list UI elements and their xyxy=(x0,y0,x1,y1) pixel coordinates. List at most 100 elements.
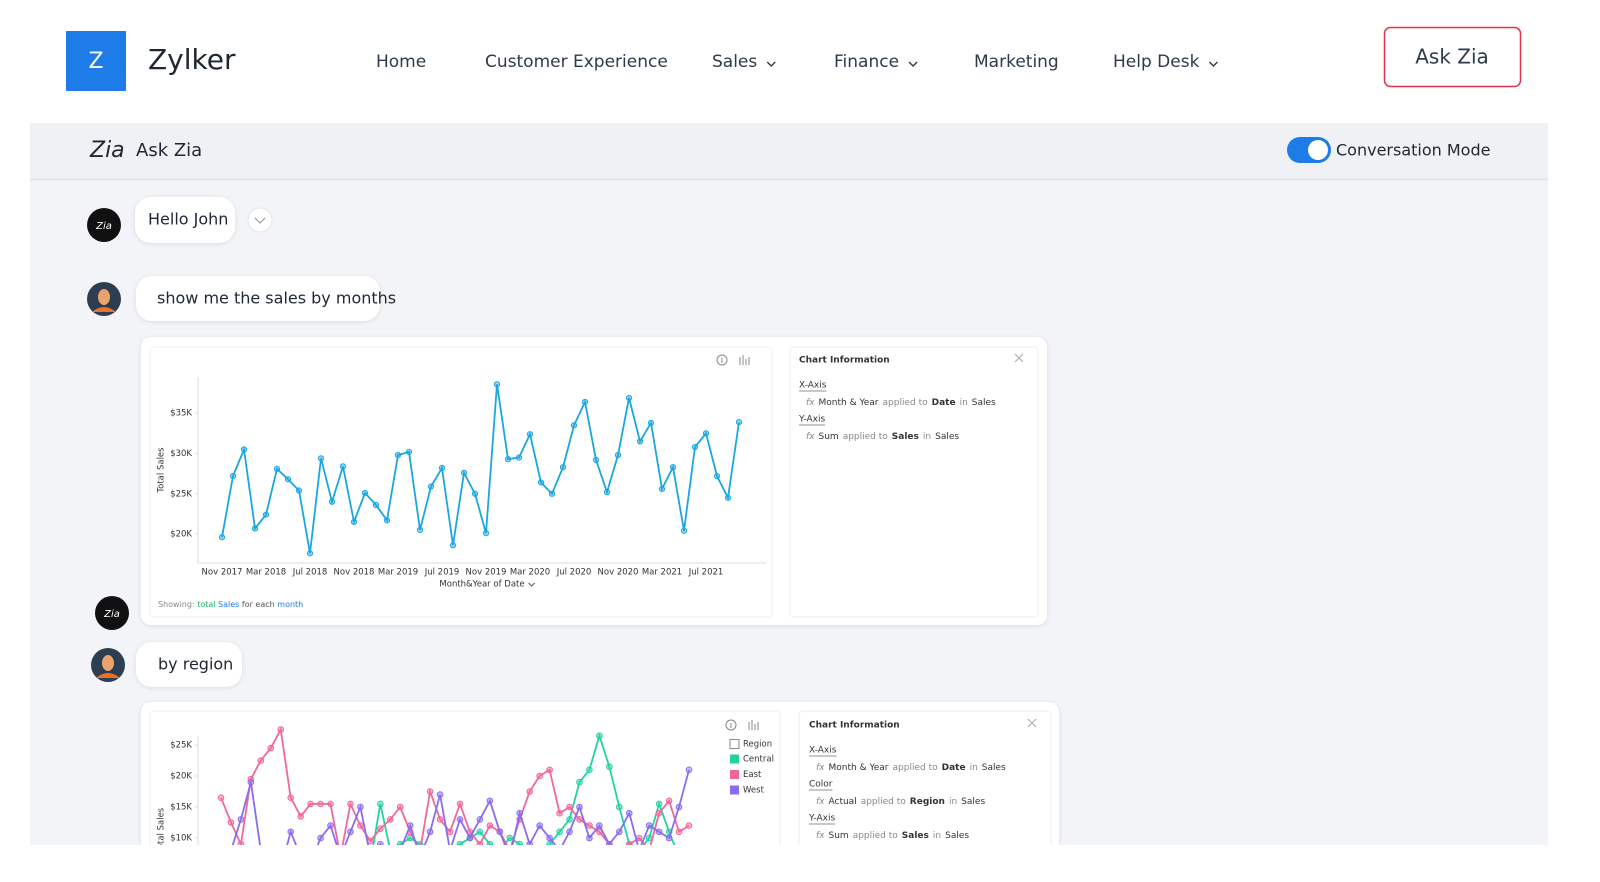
data-point xyxy=(566,816,573,823)
data-point xyxy=(347,800,354,808)
info-part: Sum xyxy=(829,831,849,841)
chart-tools[interactable] xyxy=(716,354,750,366)
x-tick-label: Mar 2021 xyxy=(642,568,682,578)
chart-area xyxy=(149,346,773,618)
data-point xyxy=(536,772,543,780)
data-point xyxy=(685,822,693,829)
y-tick-label: $25K xyxy=(170,489,192,499)
data-point xyxy=(338,854,344,860)
info-title: Chart Information xyxy=(799,356,890,366)
message-menu[interactable] xyxy=(247,207,273,233)
data-point xyxy=(576,803,583,811)
data-point xyxy=(713,472,721,480)
data-point xyxy=(287,828,295,836)
data-point xyxy=(625,394,633,402)
data-point xyxy=(247,778,255,786)
data-point xyxy=(218,860,224,866)
footnote-text: total xyxy=(197,600,215,609)
nav-link[interactable]: Marketing xyxy=(974,52,1059,72)
data-point xyxy=(447,848,453,854)
data-point xyxy=(350,518,358,526)
data-point xyxy=(268,854,274,860)
data-point xyxy=(476,828,484,836)
info-part: applied to xyxy=(861,797,907,807)
data-point xyxy=(566,828,573,836)
data-point xyxy=(526,431,534,438)
info-row: fx Month & Year applied to Date in Sales xyxy=(806,398,996,408)
data-point xyxy=(596,732,603,740)
data-point xyxy=(406,822,414,829)
line-chart: $10K $15K $20K $25K Total Sales Region Central… xyxy=(157,726,774,866)
info-part: Sales xyxy=(982,763,1006,773)
x-axis-label: Month&Year of Date xyxy=(439,580,524,590)
legend-swatch[interactable] xyxy=(730,785,739,795)
legend-swatch[interactable] xyxy=(730,770,739,779)
legend-label: East xyxy=(743,770,762,780)
data-point xyxy=(258,860,264,866)
info-part: in xyxy=(933,831,941,841)
close-icon[interactable] xyxy=(1027,718,1037,728)
info-heading: Y-Axis xyxy=(808,814,835,824)
data-point xyxy=(397,848,403,854)
footnote-text: Showing: xyxy=(158,600,195,609)
data-point xyxy=(427,483,435,490)
nav-link[interactable]: Home xyxy=(376,52,426,72)
brand[interactable]: Zylker xyxy=(148,43,236,76)
nav-link[interactable]: Customer Experience xyxy=(485,52,668,72)
y-tick-label: $15K xyxy=(170,803,192,813)
fx-icon: fx xyxy=(806,398,815,408)
top-nav: Z Zylker Home Customer Experience Sales Fin… xyxy=(66,26,1522,91)
data-point xyxy=(647,419,655,426)
logo[interactable] xyxy=(66,31,126,91)
data-point xyxy=(347,828,354,836)
data-point xyxy=(527,848,533,854)
nav-link[interactable]: Finance xyxy=(834,52,899,72)
data-point xyxy=(317,834,324,842)
data-point xyxy=(636,438,644,445)
legend-checkbox[interactable] xyxy=(729,739,740,749)
close-icon[interactable] xyxy=(1014,353,1024,363)
data-point xyxy=(557,848,563,854)
data-point xyxy=(515,454,523,461)
legend-label: Central xyxy=(743,755,774,765)
data-point xyxy=(449,542,457,549)
nav-link[interactable]: Help Desk xyxy=(1113,52,1200,72)
data-point xyxy=(426,828,434,836)
data-point xyxy=(636,848,642,854)
info-part: applied to xyxy=(843,432,889,442)
data-point xyxy=(536,822,543,829)
data-point xyxy=(665,797,673,805)
data-point xyxy=(482,530,490,537)
data-point xyxy=(496,828,504,836)
data-point xyxy=(228,848,234,854)
info-part: Sales xyxy=(972,398,996,408)
data-point xyxy=(227,819,235,826)
data-point xyxy=(537,479,545,486)
x-tick-label: Jul 2021 xyxy=(688,568,724,578)
data-point xyxy=(486,822,494,829)
data-point xyxy=(318,860,324,866)
legend-swatch[interactable] xyxy=(730,754,739,764)
data-point xyxy=(559,464,567,471)
info-heading: Y-Axis xyxy=(798,415,825,425)
ask-zia-button[interactable] xyxy=(1383,26,1522,88)
chart-tools[interactable] xyxy=(725,719,759,731)
info-row: fx Sum applied to Sales in Sales xyxy=(816,831,969,841)
nav-link[interactable]: Sales xyxy=(712,52,757,72)
data-point xyxy=(237,816,245,823)
avatar-logo: Zia xyxy=(103,609,120,620)
data-point xyxy=(665,834,673,842)
data-point xyxy=(566,803,573,811)
nav-chevron xyxy=(1208,61,1218,67)
y-tick-label: $30K xyxy=(170,449,192,459)
chart-card-2: $10K $15K $20K $25K Total Sales Region Central… xyxy=(141,702,1059,866)
info-part: in xyxy=(949,797,957,807)
data-point xyxy=(655,809,663,817)
data-point xyxy=(328,860,334,866)
x-tick-label: Nov 2019 xyxy=(466,568,507,578)
data-point xyxy=(669,464,677,471)
toggle-knob xyxy=(1308,140,1328,160)
ask-zia-button-label[interactable]: Ask Zia xyxy=(1415,45,1489,69)
data-point xyxy=(507,848,513,854)
data-point xyxy=(476,840,484,845)
